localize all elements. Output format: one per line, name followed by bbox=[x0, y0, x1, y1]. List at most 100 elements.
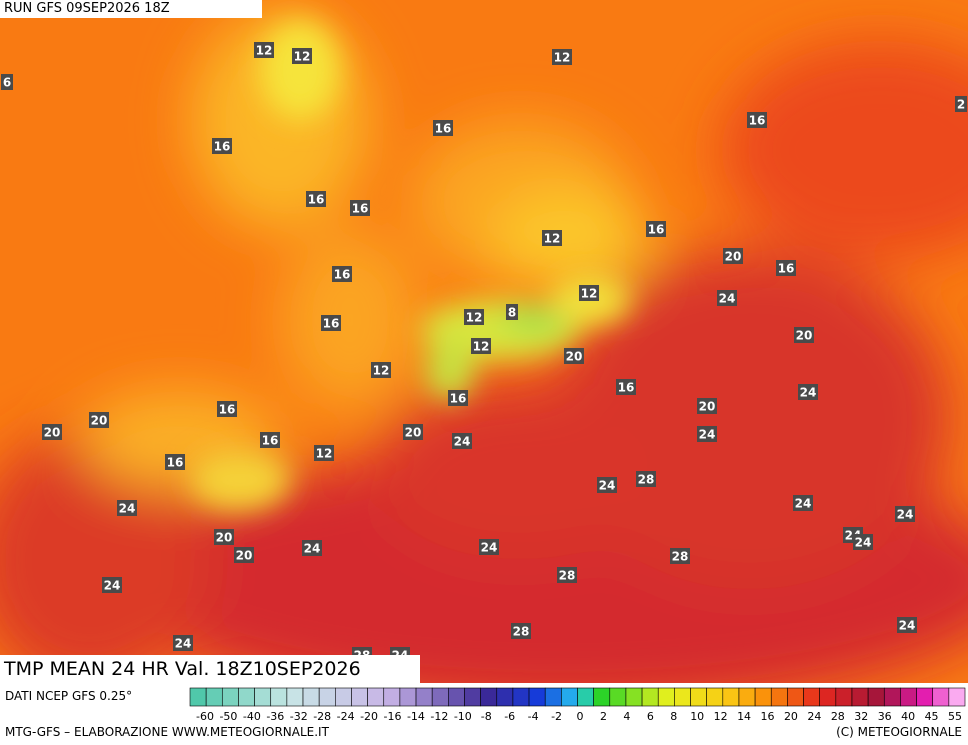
label-box bbox=[697, 426, 717, 442]
colorbar-cell bbox=[544, 687, 562, 707]
colorbar-tick-label: -4 bbox=[528, 710, 539, 723]
colorbar-tick-label: -20 bbox=[360, 710, 378, 723]
colorbar-cell bbox=[577, 687, 594, 707]
temperature-label: 24 bbox=[481, 541, 498, 555]
label-box bbox=[670, 548, 690, 564]
run-header: RUN GFS 09SEP2026 18Z bbox=[0, 0, 262, 18]
label-box bbox=[260, 432, 280, 448]
temperature-label: 16 bbox=[334, 268, 351, 282]
label-box bbox=[747, 112, 767, 128]
temperature-label: 12 bbox=[316, 447, 333, 461]
colorbar-cell bbox=[900, 687, 917, 707]
temperature-label: 12 bbox=[294, 50, 311, 64]
colorbar-cell bbox=[835, 687, 853, 707]
colorbar-tick-label: -12 bbox=[430, 710, 448, 723]
label-box bbox=[306, 191, 326, 207]
temperature-label: 24 bbox=[304, 542, 321, 556]
colorbar-cell bbox=[351, 687, 368, 707]
temperature-label: 20 bbox=[725, 250, 742, 264]
label-box bbox=[117, 500, 137, 516]
temperature-label: 16 bbox=[749, 114, 766, 128]
label-box bbox=[321, 315, 341, 331]
temperature-label: 16 bbox=[778, 262, 795, 276]
colorbar-cell bbox=[399, 687, 417, 707]
label-box bbox=[471, 338, 491, 354]
temperature-label: 28 bbox=[513, 625, 530, 639]
temperature-label: 24 bbox=[855, 536, 872, 550]
colorbar-cell bbox=[286, 687, 304, 707]
colorbar-cell bbox=[367, 687, 385, 707]
colorbar-cell bbox=[383, 687, 401, 707]
label-box bbox=[552, 49, 572, 65]
colorbar-cell bbox=[189, 687, 207, 707]
label-box bbox=[254, 42, 274, 58]
colorbar-cell bbox=[205, 687, 223, 707]
temperature-label: 20 bbox=[236, 549, 253, 563]
label-box bbox=[723, 248, 743, 264]
colorbar: -60 -50 -40 -36 -32 -28 -24 -20 -16 -14 -12 -10 -8 -6… bbox=[189, 687, 966, 723]
label-box bbox=[955, 96, 967, 112]
label-box bbox=[165, 454, 185, 470]
temperature-label: 24 bbox=[119, 502, 136, 516]
colorbar-cell bbox=[625, 687, 643, 707]
temperature-label: 12 bbox=[473, 340, 490, 354]
label-box bbox=[511, 623, 531, 639]
colorbar-cell bbox=[738, 687, 756, 707]
temperature-label: 16 bbox=[219, 403, 236, 417]
temperature-label: 24 bbox=[599, 479, 616, 493]
colorbar-tick-label: 20 bbox=[784, 710, 798, 723]
colorbar-tick-label: -50 bbox=[219, 710, 237, 723]
colorbar-cell bbox=[415, 687, 433, 707]
temperature-label: 20 bbox=[699, 400, 716, 414]
temperature-label: 24 bbox=[454, 435, 471, 449]
label-box bbox=[448, 390, 468, 406]
temperature-label: 12 bbox=[544, 232, 561, 246]
colorbar-cell bbox=[657, 687, 675, 707]
temperature-label: 20 bbox=[91, 414, 108, 428]
colorbar-cell bbox=[593, 687, 611, 707]
temperature-map: 12 12 6 12 2 16 16 16 16 16 12 16 20 16 16 24 12 16 12 8 12 2… bbox=[0, 0, 968, 683]
label-box bbox=[173, 635, 193, 651]
colorbar-cell bbox=[641, 687, 659, 707]
colorbar-cell bbox=[302, 687, 320, 707]
temperature-field bbox=[0, 10, 968, 683]
colorbar-cell bbox=[561, 687, 578, 707]
label-box bbox=[793, 495, 813, 511]
map-title: TMP MEAN 24 HR Val. 18Z10SEP2026 bbox=[0, 655, 420, 683]
colorbar-tick-label: -10 bbox=[454, 710, 472, 723]
temperature-label: 28 bbox=[559, 569, 576, 583]
label-box bbox=[897, 617, 917, 633]
value-labels: 12 12 6 12 2 16 16 16 16 16 12 16 20 16 16 24 12 16 12 8 12 2… bbox=[1, 42, 967, 663]
temperature-label: 24 bbox=[899, 619, 916, 633]
colorbar-cell bbox=[270, 687, 288, 707]
temperature-label: 24 bbox=[795, 497, 812, 511]
colorbar-cell bbox=[948, 687, 966, 707]
colorbar-tick-label: 24 bbox=[807, 710, 821, 723]
colorbar-cell bbox=[706, 687, 724, 707]
colorbar-cell bbox=[221, 687, 239, 707]
label-box bbox=[217, 401, 237, 417]
colorbar-tick-label: 8 bbox=[670, 710, 677, 723]
colorbar-cell bbox=[464, 687, 481, 707]
colorbar-cell bbox=[867, 687, 885, 707]
temperature-label: 16 bbox=[618, 381, 635, 395]
colorbar-tick-label: 16 bbox=[761, 710, 775, 723]
colorbar-cell bbox=[512, 687, 530, 707]
label-box bbox=[895, 506, 915, 522]
colorbar-tick-label: -28 bbox=[313, 710, 331, 723]
temperature-label: 24 bbox=[719, 292, 736, 306]
colorbar-cell bbox=[932, 687, 950, 707]
label-box bbox=[332, 266, 352, 282]
colorbar-tick-label: 2 bbox=[600, 710, 607, 723]
colorbar-tick-label: 28 bbox=[831, 710, 845, 723]
temperature-label: 28 bbox=[638, 473, 655, 487]
colorbar-cell bbox=[690, 687, 707, 707]
temperature-label: 6 bbox=[3, 76, 11, 90]
colorbar-cell bbox=[803, 687, 820, 707]
credits: MTG-GFS – ELABORAZIONE WWW.METEOGIORNALE… bbox=[5, 725, 329, 739]
colorbar-cell bbox=[335, 687, 352, 707]
colorbar-cell bbox=[754, 687, 772, 707]
colorbar-cell bbox=[883, 687, 901, 707]
colorbar-cell bbox=[448, 687, 465, 707]
